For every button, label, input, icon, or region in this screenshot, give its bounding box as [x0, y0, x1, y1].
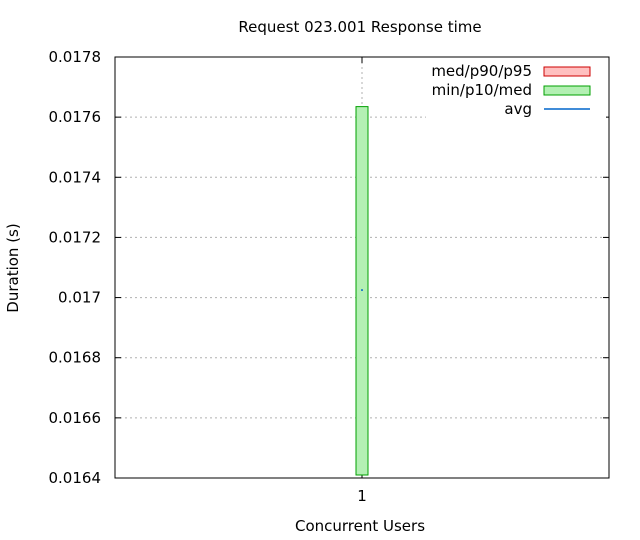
- x-tick-label: 1: [357, 487, 367, 505]
- y-tick-label: 0.0178: [49, 48, 102, 66]
- y-axis-label: Duration (s): [4, 223, 22, 312]
- box-min-p10-med: [355, 106, 369, 476]
- chart-title: Request 023.001 Response time: [238, 18, 481, 36]
- legend-label: avg: [504, 100, 532, 118]
- legend-label: min/p10/med: [432, 81, 532, 99]
- y-axis-ticks: 0.0164 0.0166 0.0168 0.017 0.0172 0.0174 0.017…: [49, 48, 609, 487]
- y-tick-label: 0.0164: [49, 469, 102, 487]
- y-tick-label: 0.0166: [49, 409, 102, 427]
- y-tick-label: 0.0176: [49, 108, 102, 126]
- x-axis-label: Concurrent Users: [295, 517, 425, 535]
- y-tick-label: 0.0168: [49, 349, 102, 367]
- y-tick-label: 0.0172: [49, 228, 102, 246]
- plot-frame: [114, 56, 610, 479]
- legend-swatch: [543, 85, 591, 96]
- plot-data: [355, 106, 369, 476]
- legend-label: med/p90/p95: [431, 62, 532, 80]
- y-tick-label: 0.017: [58, 289, 101, 307]
- y-tick-label: 0.0174: [49, 168, 102, 186]
- legend-swatch: [543, 66, 591, 77]
